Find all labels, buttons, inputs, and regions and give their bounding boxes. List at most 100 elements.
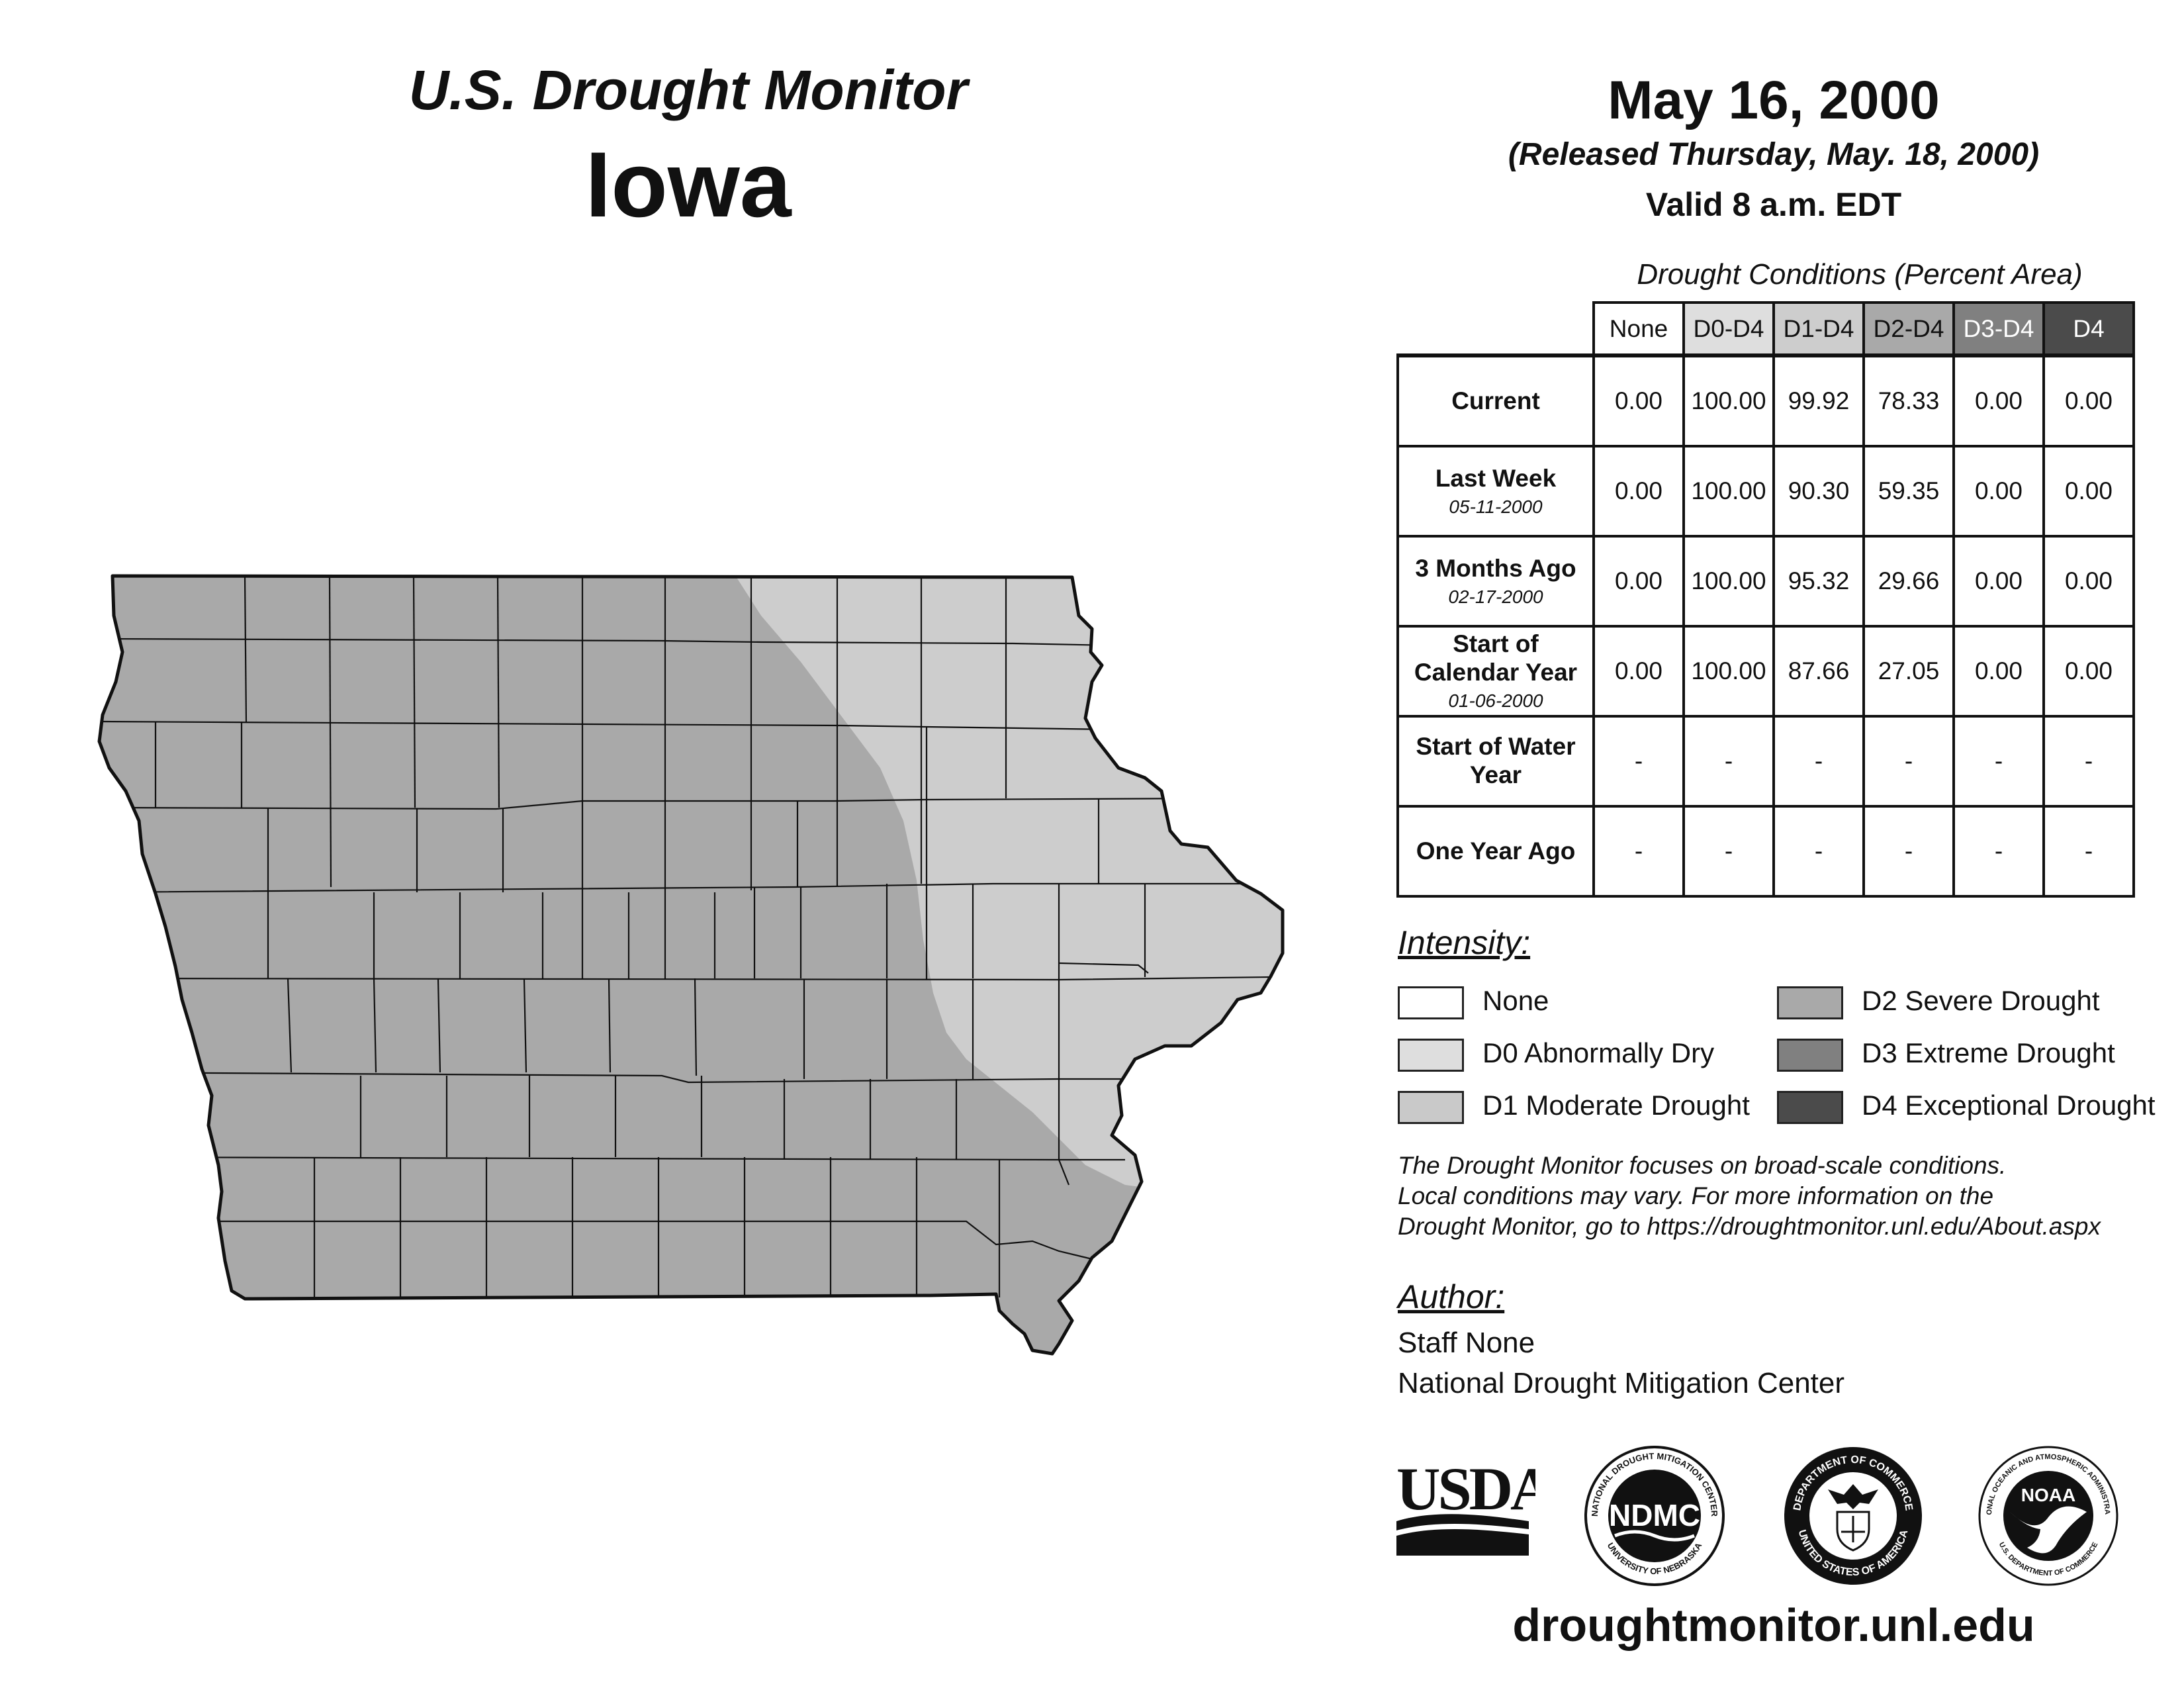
table-cell: - — [1592, 805, 1685, 898]
table-cell: 29.66 — [1862, 535, 1955, 628]
intensity-heading: Intensity: — [1398, 924, 1531, 961]
table-caption: Drought Conditions (Percent Area) — [1637, 258, 2083, 291]
table-cell: - — [1772, 805, 1865, 898]
table-cell: 99.92 — [1772, 353, 1865, 447]
table-cell: 78.33 — [1862, 353, 1955, 447]
col-header: D3-D4 — [1952, 301, 2045, 357]
valid-time: Valid 8 a.m. EDT — [1645, 186, 1902, 223]
legend-label: D0 Abnormally Dry — [1482, 1037, 1715, 1068]
table-cell: 0.00 — [1592, 353, 1685, 447]
ndmc-logo-text: NDMC — [1609, 1498, 1700, 1532]
table-row: Start of Water Year - - - - - - — [1396, 715, 2135, 808]
noaa-logo-text: NOAA — [2021, 1485, 2075, 1505]
row-label-date: 01-06-2000 — [1448, 690, 1543, 712]
table-cell: 100.00 — [1682, 445, 1775, 538]
table-header-row: None D0-D4 D1-D4 D2-D4 D3-D4 D4 — [1398, 301, 2135, 357]
noaa-logo: NOAA NATIONAL OCEANIC AND ATMOSPHERIC AD… — [1976, 1443, 2118, 1586]
doc-seal-logo: DEPARTMENT OF COMMERCE UNITED STATES OF … — [1784, 1447, 1922, 1585]
usda-logo: USDA — [1396, 1455, 1535, 1556]
state-title: Iowa — [585, 132, 792, 236]
row-label-text: 3 Months Ago — [1415, 554, 1576, 582]
table-cell: - — [1772, 715, 1865, 808]
website-link[interactable]: droughtmonitor.unl.edu — [1512, 1599, 2035, 1651]
col-header: None — [1592, 301, 1685, 357]
table-cell: 0.00 — [2042, 445, 2135, 538]
table-cell: 90.30 — [1772, 445, 1865, 538]
table-row: Start of Calendar Year 01-06-2000 0.00 100.… — [1396, 625, 2135, 718]
table-cell: 0.00 — [1952, 625, 2045, 718]
legend-swatch — [1398, 986, 1464, 1019]
table-cell: 0.00 — [2042, 353, 2135, 447]
disclaimer-line: Drought Monitor, go to https://droughtmo… — [1398, 1213, 2101, 1240]
legend-swatch — [1398, 1091, 1464, 1124]
row-label-date: 05-11-2000 — [1449, 496, 1543, 518]
table-cell: 0.00 — [1952, 353, 2045, 447]
table-cell: 59.35 — [1862, 445, 1955, 538]
row-label-text: Start of Calendar Year — [1414, 630, 1578, 686]
legend-label: D3 Extreme Drought — [1862, 1037, 2115, 1068]
map-title: U.S. Drought Monitor — [408, 59, 968, 121]
row-label: Start of Water Year — [1396, 715, 1595, 808]
author-heading: Author: — [1398, 1278, 1505, 1315]
row-label: Start of Calendar Year 01-06-2000 — [1396, 625, 1595, 718]
author-org: National Drought Mitigation Center — [1398, 1367, 1845, 1399]
row-label: Last Week 05-11-2000 — [1396, 445, 1595, 538]
legend-label: None — [1482, 985, 1549, 1016]
table-cell: 100.00 — [1682, 625, 1775, 718]
iowa-drought-map — [97, 574, 1285, 1356]
col-header: D2-D4 — [1862, 301, 1955, 357]
drought-conditions-table: None D0-D4 D1-D4 D2-D4 D3-D4 D4 Current 0… — [1396, 301, 2135, 898]
row-label: 3 Months Ago 02-17-2000 — [1396, 535, 1595, 628]
table-row: 3 Months Ago 02-17-2000 0.00 100.00 95.32 29.… — [1396, 535, 2135, 628]
row-label-text: Start of Water Year — [1416, 733, 1576, 788]
col-header: D4 — [2042, 301, 2135, 357]
table-cell: 0.00 — [2042, 625, 2135, 718]
noaa-bird-icon — [2010, 1506, 2087, 1554]
col-header: D0-D4 — [1682, 301, 1775, 357]
table-cell: 0.00 — [1592, 625, 1685, 718]
table-corner — [1398, 303, 1594, 355]
map-date: May 16, 2000 — [1608, 70, 1940, 130]
disclaimer: The Drought Monitor focuses on broad-sca… — [1398, 1150, 2184, 1242]
legend-swatch — [1777, 1039, 1843, 1072]
col-header: D1-D4 — [1772, 301, 1865, 357]
table-cell: 0.00 — [1952, 445, 2045, 538]
table-cell: - — [2042, 805, 2135, 898]
row-label-text: Last Week — [1435, 464, 1557, 492]
iowa-state-outline — [97, 574, 1285, 1356]
table-cell: 27.05 — [1862, 625, 1955, 718]
row-label-date: 02-17-2000 — [1448, 586, 1543, 608]
legend-label: D4 Exceptional Drought — [1862, 1090, 2156, 1121]
disclaimer-line: Local conditions may vary. For more info… — [1398, 1182, 1994, 1209]
disclaimer-line: The Drought Monitor focuses on broad-sca… — [1398, 1152, 2007, 1179]
table-cell: - — [2042, 715, 2135, 808]
usda-logo-text: USDA — [1396, 1455, 1535, 1523]
ndmc-logo: NDMC NATIONAL DROUGHT MITIGATION CENTER … — [1584, 1446, 1725, 1586]
table-row: One Year Ago - - - - - - — [1396, 805, 2135, 898]
table-cell: 0.00 — [1592, 445, 1685, 538]
legend-swatch — [1398, 1039, 1464, 1072]
table-cell: 0.00 — [1952, 535, 2045, 628]
table-cell: 0.00 — [2042, 535, 2135, 628]
release-date: (Released Thursday, May. 18, 2000) — [1508, 137, 2040, 172]
table-cell: - — [1862, 805, 1955, 898]
table-cell: - — [1952, 715, 2045, 808]
row-label: Current — [1396, 353, 1595, 447]
table-cell: - — [1952, 805, 2045, 898]
table-cell: - — [1592, 715, 1685, 808]
table-cell: - — [1682, 715, 1775, 808]
table-cell: 0.00 — [1592, 535, 1685, 628]
row-label: One Year Ago — [1396, 805, 1595, 898]
table-cell: 95.32 — [1772, 535, 1865, 628]
table-row: Current 0.00 100.00 99.92 78.33 0.00 0.00 — [1396, 353, 2135, 447]
row-label-text: One Year Ago — [1416, 837, 1576, 865]
legend-swatch — [1777, 1091, 1843, 1124]
author-name: Staff None — [1398, 1327, 1535, 1359]
eagle-icon — [1828, 1484, 1878, 1509]
legend-label: D2 Severe Drought — [1862, 985, 2100, 1016]
legend-swatch — [1777, 986, 1843, 1019]
table-row: Last Week 05-11-2000 0.00 100.00 90.30 59.35 0… — [1396, 445, 2135, 538]
table-cell: 100.00 — [1682, 353, 1775, 447]
table-cell: 100.00 — [1682, 535, 1775, 628]
table-cell: 87.66 — [1772, 625, 1865, 718]
